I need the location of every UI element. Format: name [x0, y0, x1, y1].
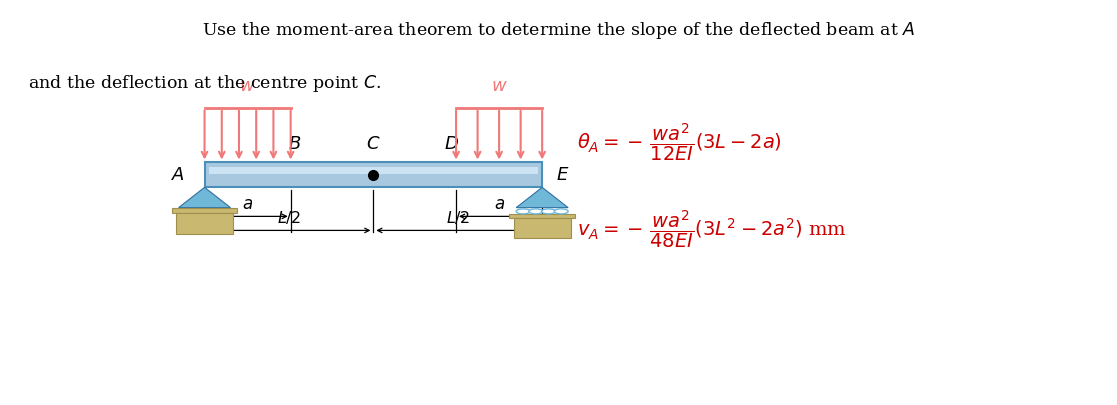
Text: $a$: $a$: [242, 196, 254, 213]
Text: $L/2$: $L/2$: [446, 210, 470, 227]
Text: $\theta_A = -\,\dfrac{wa^2}{12EI}(3L - 2a)$: $\theta_A = -\,\dfrac{wa^2}{12EI}(3L - 2…: [576, 121, 782, 163]
Polygon shape: [516, 188, 569, 208]
Text: $v_A = -\,\dfrac{wa^2}{48EI}(3L^2 - 2a^2)$ mm: $v_A = -\,\dfrac{wa^2}{48EI}(3L^2 - 2a^2…: [576, 209, 847, 250]
Text: $E$: $E$: [556, 166, 570, 184]
Text: $C$: $C$: [366, 135, 381, 153]
Circle shape: [542, 209, 555, 214]
Circle shape: [528, 209, 543, 214]
Text: Use the moment-area theorem to determine the slope of the deflected beam at $A$: Use the moment-area theorem to determine…: [202, 20, 915, 41]
Text: $B$: $B$: [288, 135, 302, 153]
Text: $w$: $w$: [239, 77, 256, 96]
Text: $a$: $a$: [494, 196, 505, 213]
Text: $A$: $A$: [172, 166, 185, 184]
Bar: [509, 214, 575, 217]
Text: $L/2$: $L/2$: [277, 210, 302, 227]
Bar: [172, 208, 238, 213]
Bar: [209, 167, 538, 174]
Bar: [204, 162, 542, 188]
Bar: [176, 213, 233, 234]
Polygon shape: [179, 188, 230, 208]
Circle shape: [516, 209, 531, 214]
Circle shape: [554, 209, 569, 214]
Text: $D$: $D$: [445, 135, 459, 153]
Bar: [514, 217, 571, 238]
Text: and the deflection at the centre point $C$.: and the deflection at the centre point $…: [28, 73, 381, 94]
Text: $w$: $w$: [490, 77, 507, 96]
